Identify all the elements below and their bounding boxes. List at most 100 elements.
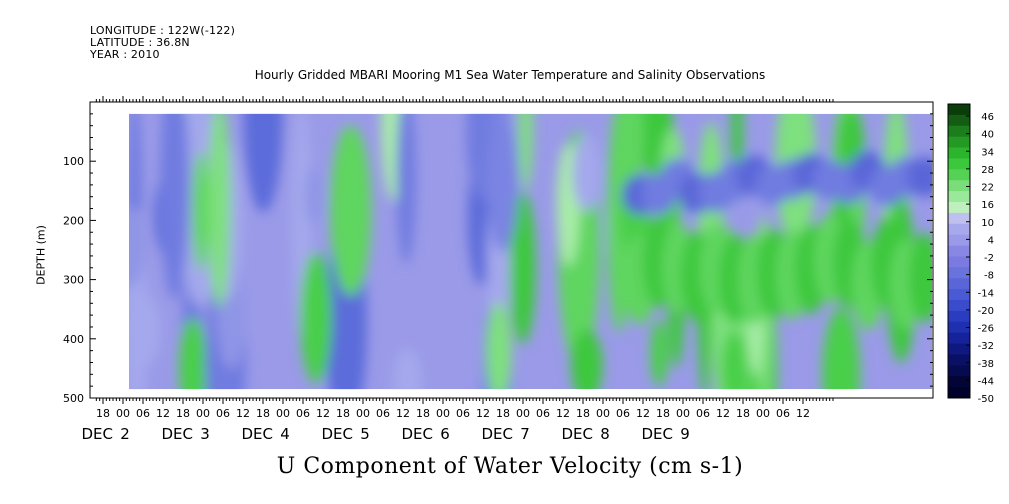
colorbar-swatch: [948, 256, 970, 268]
longitude-label: LONGITUDE : 122W(-122): [90, 24, 236, 37]
x-axis-label: U Component of Water Velocity (cm s-1): [276, 454, 744, 479]
latitude-label: LATITUDE : 36.8N: [90, 36, 190, 49]
x-tick-label: 00: [276, 407, 290, 420]
heatmap-cell: [518, 113, 533, 191]
colorbar-label: 28: [981, 165, 994, 176]
x-tick-label: 06: [616, 407, 630, 420]
y-tick-label: 100: [63, 155, 84, 168]
x-day-label: 6: [440, 425, 450, 443]
colorbar-swatch: [948, 104, 970, 116]
x-tick-label: 18: [96, 407, 110, 420]
x-day-month-label: DEC: [321, 425, 353, 443]
x-day-month-label: DEC: [481, 425, 513, 443]
x-tick-label: 06: [376, 407, 390, 420]
x-tick-label: 00: [676, 407, 690, 420]
colorbar-swatch: [948, 202, 970, 214]
plot-frame: [89, 101, 934, 399]
x-tick-label: 12: [716, 407, 730, 420]
x-tick-label: 06: [136, 407, 150, 420]
heatmap-cell: [179, 317, 207, 390]
x-tick-label: 06: [296, 407, 310, 420]
chart-title: Hourly Gridded MBARI Mooring M1 Sea Wate…: [254, 68, 766, 82]
x-tick-label: 00: [516, 407, 530, 420]
colorbar-label: -14: [978, 288, 994, 299]
x-day-month-label: DEC: [401, 425, 433, 443]
colorbar-swatch: [948, 125, 970, 138]
heatmap-cell: [129, 292, 161, 368]
x-tick-label: 18: [656, 407, 670, 420]
heatmap-cell: [305, 165, 323, 226]
colorbar-swatch: [948, 278, 970, 290]
y-tick-label: 200: [63, 214, 84, 227]
colorbar-swatch: [948, 245, 970, 257]
colorbar-swatch: [948, 136, 970, 149]
heatmap-cell: [392, 348, 423, 390]
heatmap-cell: [243, 113, 283, 213]
colorbar-label: -32: [978, 341, 994, 352]
x-tick-label: 18: [736, 407, 750, 420]
colorbar-swatch: [948, 114, 970, 127]
y-tick-label: 500: [63, 392, 84, 405]
colorbar-swatch: [948, 310, 970, 323]
x-tick-label: 12: [236, 407, 250, 420]
x-day-label: 9: [680, 425, 690, 443]
colorbar-frame: [947, 103, 971, 399]
y-tick-label: 300: [63, 274, 84, 287]
colorbar-swatch: [948, 289, 970, 301]
x-day-month-label: DEC: [81, 425, 113, 443]
x-tick-label: 00: [756, 407, 770, 420]
colorbar-label: 34: [981, 147, 994, 158]
colorbar-swatch: [948, 191, 970, 203]
heatmap-cell: [396, 113, 416, 265]
colorbar-label: -2: [984, 253, 994, 264]
colorbar-label: 46: [981, 112, 994, 123]
heatmap-cell: [330, 125, 372, 297]
x-tick-label: 06: [456, 407, 470, 420]
heatmap-cell: [208, 113, 231, 308]
y-axis-label: DEPTH (m): [34, 225, 48, 285]
heatmap-cell: [572, 134, 601, 212]
colorbar-label: 4: [988, 235, 994, 246]
x-tick-label: 00: [196, 407, 210, 420]
colorbar-swatch: [948, 343, 970, 355]
colorbar-label: -20: [978, 306, 994, 317]
colorbar-swatch: [948, 267, 970, 279]
colorbar-label: -8: [984, 271, 994, 282]
heatmap-field: [129, 113, 932, 390]
colorbar-swatch: [948, 387, 970, 399]
heatmap-cell: [486, 114, 519, 252]
heatmap-cell: [721, 330, 748, 390]
colorbar-swatch: [948, 212, 970, 225]
x-tick-label: 18: [496, 407, 510, 420]
colorbar-swatch: [948, 300, 970, 312]
x-day-label: 7: [520, 425, 530, 443]
x-day-label: 5: [360, 425, 370, 443]
x-tick-label: 18: [176, 407, 190, 420]
colorbar-swatch: [948, 234, 970, 247]
colorbar-swatch: [948, 180, 970, 192]
x-tick-label: 06: [776, 407, 790, 420]
x-tick-label: 12: [396, 407, 410, 420]
colorbar-swatch: [948, 147, 970, 159]
x-tick-label: 18: [576, 407, 590, 420]
colorbar-swatch: [948, 365, 970, 377]
colorbar-swatch: [948, 158, 970, 170]
heatmap-cell: [129, 209, 145, 287]
colorbar-label: 40: [981, 130, 994, 141]
x-day-label: 4: [280, 425, 290, 443]
colorbar-label: -26: [978, 324, 994, 335]
x-day-label: 2: [120, 425, 130, 443]
colorbar: 46 40 34 28 22 16 10 4 -2 -8 -14 -20 -26 -32 -38 -44 -50: [947, 103, 994, 405]
heatmap-cell: [509, 192, 536, 344]
colorbar-label: -44: [978, 376, 994, 387]
x-tick-label: 12: [636, 407, 650, 420]
x-tick-label: 12: [316, 407, 330, 420]
heatmap-cell: [486, 302, 512, 390]
x-day-label: 8: [600, 425, 610, 443]
x-day-month-label: DEC: [161, 425, 193, 443]
colorbar-swatch: [948, 376, 970, 388]
year-label: YEAR : 2010: [90, 48, 160, 61]
x-tick-label: 06: [536, 407, 550, 420]
x-tick-label: 06: [216, 407, 230, 420]
heatmap-cell: [650, 319, 668, 387]
